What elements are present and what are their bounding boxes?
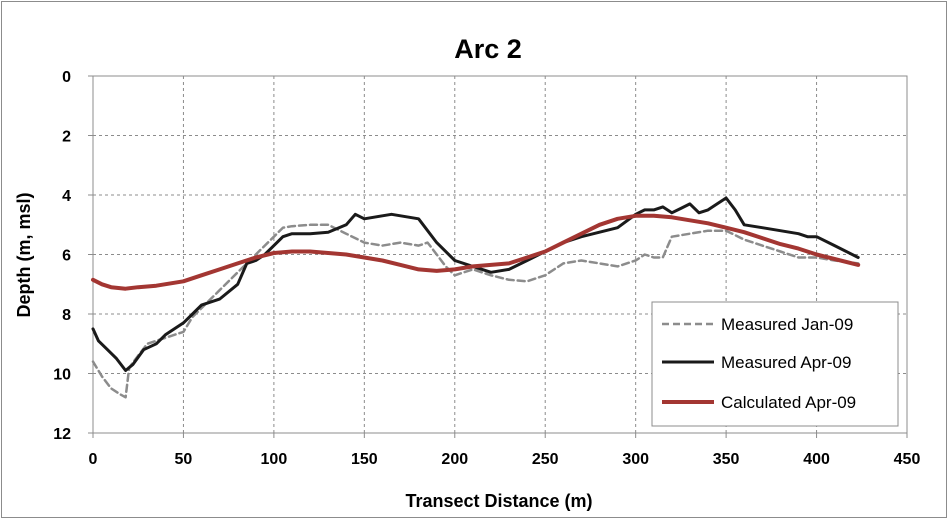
y-axis-title: Depth (m, msl) — [14, 192, 34, 317]
series-lines — [91, 196, 861, 399]
legend: Measured Jan-09 Measured Apr-09 Calculat… — [651, 301, 899, 427]
chart-title: Arc 2 — [454, 34, 522, 64]
x-axis-title: Transect Distance (m) — [405, 491, 592, 511]
x-tick-label: 50 — [175, 451, 193, 468]
y-tick-label: 12 — [53, 426, 71, 443]
tick-labels: 0 50 100 150 200 250 300 350 400 450 0 2 4 6 8 10 12 — [53, 69, 920, 468]
y-tick-label: 4 — [62, 188, 71, 205]
y-tick-label: 6 — [62, 248, 71, 265]
x-tick-label: 350 — [713, 451, 740, 468]
y-tick-label: 0 — [62, 69, 71, 86]
y-tick-label: 8 — [62, 307, 71, 324]
y-tick-label: 2 — [62, 129, 71, 146]
legend-box — [651, 301, 899, 427]
x-tick-label: 400 — [803, 451, 830, 468]
x-tick-label: 0 — [89, 451, 98, 468]
series-line-calculated-apr-09 — [91, 213, 861, 291]
x-tick-label: 100 — [261, 451, 288, 468]
legend-label-measured-apr: Measured Apr-09 — [721, 353, 851, 372]
series-line-measured-jan-09 — [91, 223, 860, 399]
x-tick-label: 200 — [441, 451, 468, 468]
x-tick-label: 150 — [351, 451, 378, 468]
x-tick-label: 450 — [894, 451, 921, 468]
legend-label-calculated-apr: Calculated Apr-09 — [721, 393, 856, 412]
x-tick-label: 250 — [532, 451, 559, 468]
series-line-measured-apr-09 — [91, 196, 860, 372]
legend-label-measured-jan: Measured Jan-09 — [721, 315, 853, 334]
y-tick-label: 10 — [53, 367, 71, 384]
x-tick-label: 300 — [622, 451, 649, 468]
